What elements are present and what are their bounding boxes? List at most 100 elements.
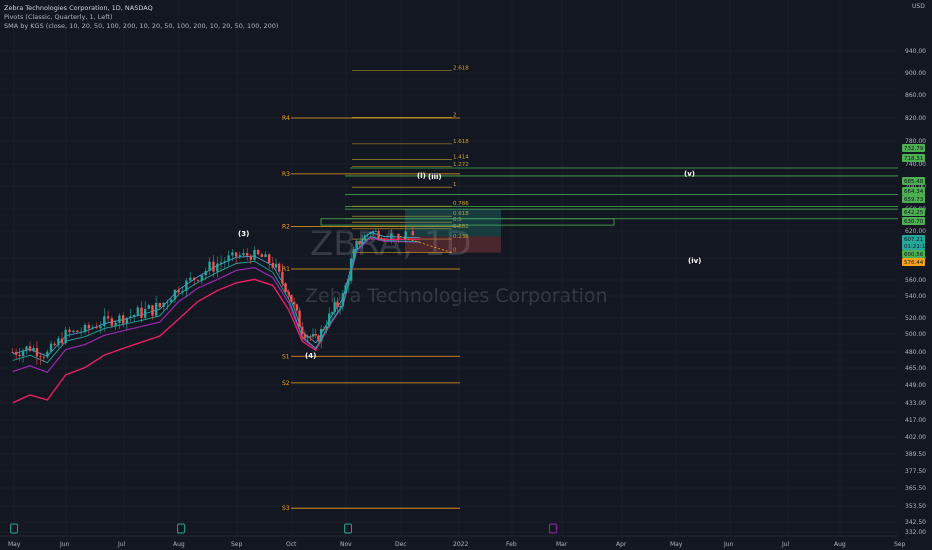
price-badge: [902, 208, 925, 216]
candle-body: [267, 254, 271, 264]
candle-body: [158, 303, 162, 308]
legend-symbol[interactable]: Zebra Technologies Corporation, 1D, NASD…: [4, 4, 153, 12]
y-tick-label: 332.00: [905, 529, 926, 536]
candle-body: [338, 306, 342, 308]
y-tick-label: 402.00: [905, 434, 926, 441]
pivot-label-S1: S1: [282, 353, 290, 360]
candle-body: [390, 233, 393, 239]
candle-body: [287, 291, 290, 295]
candle-body: [196, 279, 200, 281]
y-tick-label: 940.00: [905, 48, 926, 55]
wave-label: (iv): [688, 257, 701, 265]
price-badge-label: 685.48: [904, 179, 924, 185]
price-axis-bg: [898, 0, 932, 550]
y-tick-label: 353.50: [905, 503, 926, 510]
candle-body: [234, 252, 238, 257]
y-tick-label: 540.00: [905, 293, 926, 300]
candle-body: [336, 302, 339, 308]
price-badge-label: 732.79: [904, 146, 924, 152]
price-badge: [902, 250, 925, 258]
price-badge: [902, 195, 925, 203]
candle-body: [72, 330, 75, 333]
candles: [11, 227, 415, 365]
candle-body: [192, 277, 196, 280]
candle-body: [223, 261, 227, 263]
candle-body: [317, 335, 320, 342]
sma-50-line: [12, 235, 421, 364]
candle-body: [189, 277, 192, 281]
candle-body: [319, 328, 323, 342]
candle-body: [333, 302, 336, 313]
candle-body: [355, 240, 358, 250]
x-tick-label: Jul: [781, 541, 790, 548]
candle-body: [28, 346, 32, 351]
candle-body: [314, 333, 317, 336]
price-axis: USD940.00900.00860.00820.00780.00740.007…: [898, 0, 932, 550]
chart-legend: Zebra Technologies Corporation, 1D, NASD…: [4, 4, 278, 31]
candle-body: [382, 238, 386, 240]
x-tick-label: 2022: [453, 541, 468, 548]
candle-body: [231, 252, 234, 256]
y-tick-label: 860.00: [905, 92, 926, 99]
candle-body: [21, 350, 25, 357]
candle-body: [121, 315, 125, 324]
candle-body: [181, 291, 184, 293]
candle-body: [106, 316, 110, 319]
earnings-marker: [344, 523, 352, 534]
x-tick-label: Aug: [834, 541, 846, 548]
fib-label: 0.236: [453, 234, 469, 240]
candle-body: [219, 262, 223, 264]
candle-body: [311, 333, 315, 337]
candle-body: [284, 283, 287, 292]
pivot-label-R1: R1: [282, 266, 290, 273]
candle-body: [143, 308, 147, 318]
candle-body: [129, 316, 132, 318]
candle-body: [380, 238, 383, 239]
price-badge: [902, 154, 925, 162]
candle-body: [39, 356, 42, 358]
fib-label: 0.786: [453, 201, 469, 207]
pivot-label-R4: R4: [282, 115, 290, 122]
candle-body: [369, 232, 372, 235]
candle-body: [91, 327, 94, 329]
x-tick-label: Apr: [616, 541, 627, 548]
price-badge: [902, 258, 925, 266]
price-badge-label: 718.31: [904, 156, 923, 162]
candle-body: [295, 304, 299, 311]
earnings-marker: [177, 523, 185, 534]
candle-body: [87, 324, 91, 329]
candle-body: [200, 275, 204, 281]
price-badge-label: 576.44: [904, 260, 924, 266]
candle-body: [208, 261, 211, 272]
candle-body: [95, 327, 98, 329]
x-tick-label: Aug: [173, 541, 185, 548]
candle-body: [264, 254, 267, 258]
price-badge: [902, 177, 925, 185]
price-badge: [902, 217, 925, 225]
position-loss-zone: [405, 236, 501, 253]
fib-label: 2: [453, 112, 457, 118]
fib-label: 1.414: [453, 154, 469, 160]
y-tick-label: 465.00: [905, 365, 926, 372]
candle-body: [371, 231, 375, 233]
price-badge-label: 600.56: [904, 252, 924, 258]
price-badge: [902, 187, 925, 195]
x-tick-label: Feb: [506, 541, 517, 548]
pivot-label-S3: S3: [282, 505, 290, 512]
candle-body: [162, 302, 165, 308]
legend-pivots[interactable]: Pivots (Classic, Quarterly, 1, Left): [4, 13, 113, 21]
candle-body: [154, 303, 158, 316]
wave-label: (iii): [428, 173, 442, 181]
y-tick-label: 700.00: [905, 183, 926, 190]
fib-label: 1: [453, 182, 457, 188]
legend-sma[interactable]: SMA by KGS (close, 10, 20, 50, 100, 200,…: [4, 22, 279, 30]
price-badge-label: 01:21:10: [904, 244, 929, 250]
candle-body: [245, 253, 249, 256]
candle-body: [216, 263, 219, 272]
pivot-label-S2: S2: [282, 380, 290, 387]
candle-body: [68, 329, 71, 333]
price-badge-label: 630.70: [904, 219, 924, 225]
x-tick-label: Jun: [59, 541, 70, 548]
wave-labels: (3) (4) (i) (iii) (iv) (v): [238, 170, 701, 360]
